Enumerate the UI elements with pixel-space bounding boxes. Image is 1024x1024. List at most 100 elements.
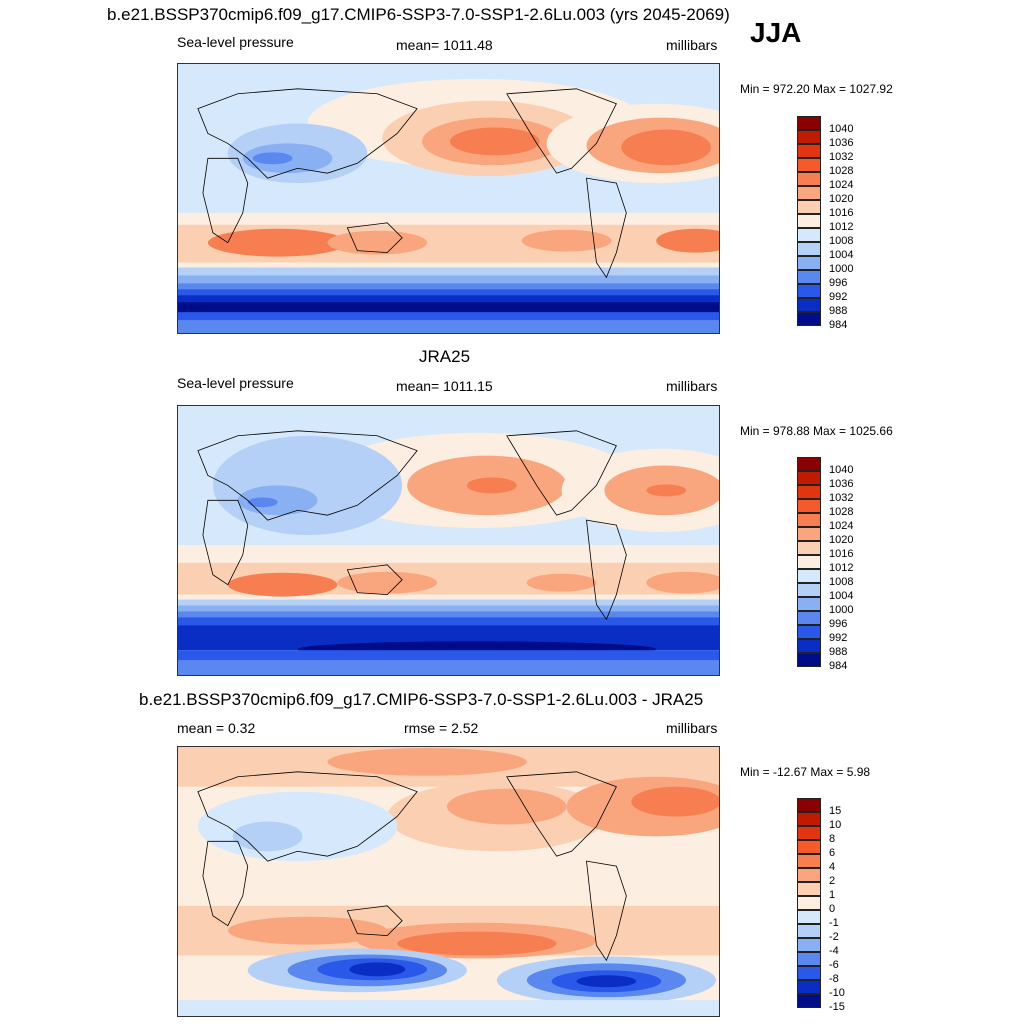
panel2-level-label: 1036 <box>829 478 854 490</box>
panel2-swatch <box>797 653 821 667</box>
panel3-swatch <box>797 966 821 980</box>
panel1-level-label: 1028 <box>829 165 854 177</box>
panel2-swatch <box>797 555 821 569</box>
panel2-swatch <box>797 527 821 541</box>
panel3-level-label: -4 <box>829 945 839 957</box>
panel2-level-label: 1040 <box>829 464 854 476</box>
panel1-swatch <box>797 130 821 144</box>
panel3-swatch <box>797 896 821 910</box>
panel1-swatch <box>797 298 821 312</box>
season-label: JJA <box>750 17 802 48</box>
panel3-swatch <box>797 854 821 868</box>
panel1-swatch <box>797 312 821 326</box>
panel1-variable-label: Sea-level pressure <box>177 34 294 50</box>
panel3-map <box>177 746 720 1017</box>
panel1-level-label: 1004 <box>829 249 854 261</box>
panel1-map <box>177 63 720 334</box>
panel1-level-label: 1012 <box>829 221 854 233</box>
panel3-title: b.e21.BSSP370cmip6.f09_g17.CMIP6-SSP3-7.… <box>139 690 704 709</box>
panel3-swatch <box>797 868 821 882</box>
panel3-level-label: 15 <box>829 805 842 817</box>
panel2-level-label: 1000 <box>829 604 854 616</box>
panel2-swatch <box>797 639 821 653</box>
panel1-level-label: 1036 <box>829 137 854 149</box>
panel1-level-label: 984 <box>829 319 848 331</box>
panel1-level-label: 1000 <box>829 263 854 275</box>
panel1-swatch <box>797 242 821 256</box>
panel3-swatch <box>797 994 821 1008</box>
panel1-level-label: 996 <box>829 277 848 289</box>
panel3-level-label: -10 <box>829 987 845 999</box>
panel1-swatch <box>797 186 821 200</box>
panel3-units-label: millibars <box>666 720 718 736</box>
panel1-title: b.e21.BSSP370cmip6.f09_g17.CMIP6-SSP3-7.… <box>107 5 730 24</box>
panel3-level-label: -2 <box>829 931 839 943</box>
panel1-level-label: 1032 <box>829 151 854 163</box>
panel2-title: JRA25 <box>419 347 471 366</box>
panel3-swatch <box>797 924 821 938</box>
panel2-swatch <box>797 597 821 611</box>
panel3-swatch <box>797 840 821 854</box>
panel2-level-label: 1024 <box>829 520 854 532</box>
panel3-minmax: Min = -12.67 Max = 5.98 <box>740 765 871 779</box>
panel1-level-label: 1020 <box>829 193 854 205</box>
panel3-mean-label: mean = 0.32 <box>177 720 256 736</box>
panel3-level-label: -8 <box>829 973 839 985</box>
panel2-level-label: 988 <box>829 646 848 658</box>
panel2-swatch <box>797 569 821 583</box>
panel2-level-label: 996 <box>829 618 848 630</box>
panel1-minmax: Min = 972.20 Max = 1027.92 <box>740 82 893 96</box>
panel3-swatch <box>797 826 821 840</box>
panel2-map <box>177 405 720 676</box>
panel3-level-label: -1 <box>829 917 839 929</box>
panel1-swatch <box>797 172 821 186</box>
panel3-swatch <box>797 882 821 896</box>
panel2-level-label: 1020 <box>829 534 854 546</box>
panel3-swatch <box>797 798 821 812</box>
panel2-swatch <box>797 611 821 625</box>
panel3-level-label: 4 <box>829 861 836 873</box>
panel1-swatch <box>797 158 821 172</box>
panel1-level-label: 992 <box>829 291 848 303</box>
panel1-swatch <box>797 228 821 242</box>
panel2-swatch <box>797 499 821 513</box>
panel2-swatch <box>797 625 821 639</box>
panel3-level-label: 10 <box>829 819 842 831</box>
panel3-level-label: -6 <box>829 959 839 971</box>
panel2-swatch <box>797 513 821 527</box>
panel2-level-label: 1032 <box>829 492 854 504</box>
panel3-level-label: 8 <box>829 833 836 845</box>
panel3-level-label: 1 <box>829 889 836 901</box>
panel1-units-label: millibars <box>666 37 718 53</box>
panel3-swatch <box>797 952 821 966</box>
panel3-swatch <box>797 938 821 952</box>
panel1-mean-label: mean= 1011.48 <box>396 37 493 53</box>
panel2-level-label: 1008 <box>829 576 854 588</box>
panel3-level-label: 6 <box>829 847 836 859</box>
panel1-swatch <box>797 256 821 270</box>
panel3-level-label: 0 <box>829 903 836 915</box>
panel2-swatch <box>797 457 821 471</box>
panel2-level-label: 1012 <box>829 562 854 574</box>
panel1-swatch <box>797 200 821 214</box>
panel1-swatch <box>797 270 821 284</box>
panel1-level-label: 988 <box>829 305 848 317</box>
panel2-swatch <box>797 541 821 555</box>
panel2-minmax: Min = 978.88 Max = 1025.66 <box>740 424 893 438</box>
panel1-swatch <box>797 144 821 158</box>
panel3-swatch <box>797 812 821 826</box>
panel2-swatch <box>797 583 821 597</box>
panel3-level-label: 2 <box>829 875 836 887</box>
panel2-level-label: 1016 <box>829 548 854 560</box>
panel2-level-label: 1028 <box>829 506 854 518</box>
panel2-level-label: 992 <box>829 632 848 644</box>
panel2-level-label: 1004 <box>829 590 854 602</box>
panel3-level-label: -15 <box>829 1001 845 1013</box>
panel2-swatch <box>797 471 821 485</box>
panel2-swatch <box>797 485 821 499</box>
panel3-swatch <box>797 910 821 924</box>
panel1-swatch <box>797 116 821 130</box>
panel2-level-label: 984 <box>829 660 848 672</box>
panel1-level-label: 1008 <box>829 235 854 247</box>
panel2-units-label: millibars <box>666 378 718 394</box>
